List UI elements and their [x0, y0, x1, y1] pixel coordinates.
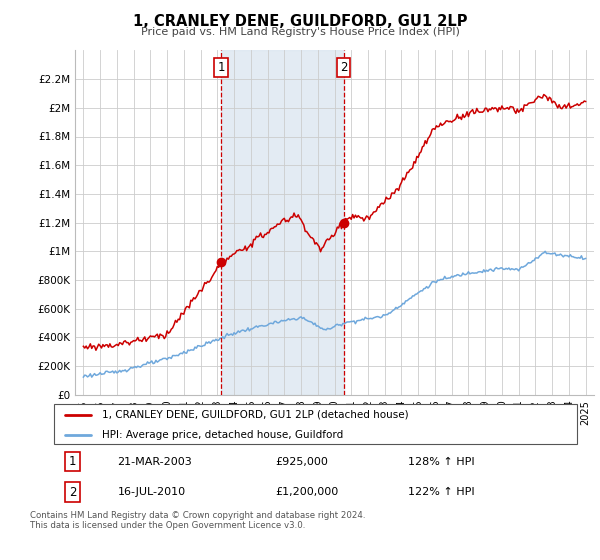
Bar: [221, 50, 344, 395]
FancyBboxPatch shape: [54, 404, 577, 445]
Text: 1: 1: [217, 60, 225, 74]
Text: Price paid vs. HM Land Registry's House Price Index (HPI): Price paid vs. HM Land Registry's House …: [140, 27, 460, 37]
Text: 21-MAR-2003: 21-MAR-2003: [118, 456, 192, 466]
Text: 1, CRANLEY DENE, GUILDFORD, GU1 2LP (detached house): 1, CRANLEY DENE, GUILDFORD, GU1 2LP (det…: [101, 410, 408, 420]
Text: 2: 2: [69, 486, 76, 498]
Text: 16-JUL-2010: 16-JUL-2010: [118, 487, 185, 497]
Text: 122% ↑ HPI: 122% ↑ HPI: [408, 487, 475, 497]
Text: 2: 2: [340, 60, 347, 74]
Text: £1,200,000: £1,200,000: [276, 487, 339, 497]
Text: Contains HM Land Registry data © Crown copyright and database right 2024.
This d: Contains HM Land Registry data © Crown c…: [30, 511, 365, 530]
Text: 1: 1: [69, 455, 76, 468]
Text: HPI: Average price, detached house, Guildford: HPI: Average price, detached house, Guil…: [101, 430, 343, 440]
Text: 1, CRANLEY DENE, GUILDFORD, GU1 2LP: 1, CRANLEY DENE, GUILDFORD, GU1 2LP: [133, 14, 467, 29]
Text: £925,000: £925,000: [276, 456, 329, 466]
Text: 128% ↑ HPI: 128% ↑ HPI: [408, 456, 475, 466]
